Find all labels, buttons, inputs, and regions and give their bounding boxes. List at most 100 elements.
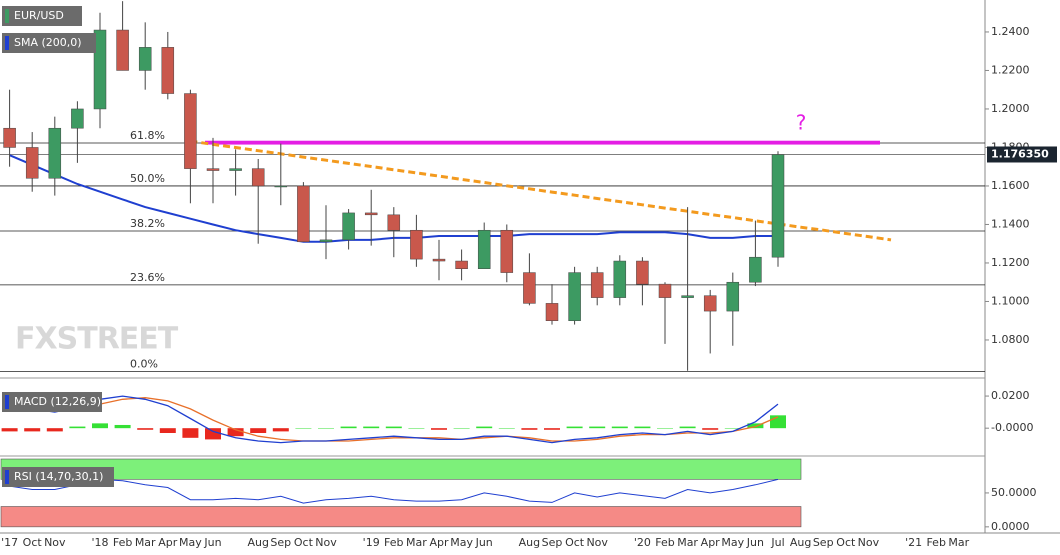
candle-body xyxy=(613,260,627,298)
candle-body xyxy=(636,260,649,285)
rsi-line xyxy=(9,478,779,504)
x-tick-label: '20 xyxy=(634,536,651,549)
current-price-tag xyxy=(987,146,1057,163)
x-tick-label: Mar xyxy=(135,536,156,549)
x-tick-label: Apr xyxy=(158,536,178,549)
macd-label: MACD (12,26,9) xyxy=(14,395,101,408)
x-tick-label: Oct xyxy=(836,536,856,549)
macd-histogram-bar xyxy=(385,426,402,429)
legend-swatch xyxy=(5,395,9,409)
macd-histogram-bar xyxy=(137,428,154,430)
macd-line xyxy=(9,395,779,444)
y-tick-label: 1.2200 xyxy=(991,63,1030,76)
macd-histogram-bar xyxy=(589,426,606,429)
macd-histogram-bar xyxy=(498,428,515,429)
x-tick-label: Jun xyxy=(475,536,493,549)
y-tick-label: 1.1600 xyxy=(991,179,1030,192)
candle-body xyxy=(477,229,491,269)
sma-label: SMA (200,0) xyxy=(14,36,82,49)
candle-body xyxy=(93,29,107,110)
legend-swatch xyxy=(5,36,9,50)
x-tick-label: '21 xyxy=(905,536,922,549)
macd-histogram-bar xyxy=(702,428,719,430)
macd-histogram-bar xyxy=(114,424,131,429)
macd-histogram-bar xyxy=(295,428,312,429)
candle-body xyxy=(48,127,62,179)
macd-histogram-bar xyxy=(521,428,538,430)
macd-histogram-bar xyxy=(24,428,41,432)
fib-label: 38.2% xyxy=(130,217,165,230)
x-tick-label: Aug xyxy=(790,536,811,549)
candle-body xyxy=(590,272,604,298)
candle-body xyxy=(3,127,16,148)
macd-histogram-bar xyxy=(566,426,583,429)
x-tick-label: Feb xyxy=(113,536,132,549)
x-tick-label: Sep xyxy=(813,536,834,549)
candle-body xyxy=(116,29,129,71)
x-tick-label: Oct xyxy=(294,536,314,549)
current-price-label: 1.176350 xyxy=(991,147,1049,160)
candle-body xyxy=(161,47,175,94)
candle-body xyxy=(500,229,514,273)
macd-histogram-bar xyxy=(69,426,86,429)
legend-badge xyxy=(2,33,96,53)
annotation: ? xyxy=(796,111,807,135)
macd-histogram-bar xyxy=(1,428,18,432)
macd-histogram-bar xyxy=(363,426,380,429)
y-tick-label: 0.0200 xyxy=(991,389,1030,402)
candle-body xyxy=(432,258,446,262)
x-tick-label: Apr xyxy=(429,536,449,549)
macd-histogram-bar xyxy=(92,423,108,429)
candle-body xyxy=(274,185,288,188)
legend-badge xyxy=(2,467,114,487)
macd-histogram-bar xyxy=(340,426,357,429)
x-tick-label: Jun xyxy=(203,536,221,549)
macd-histogram-bar xyxy=(250,428,267,433)
x-tick-label: Mar xyxy=(948,536,969,549)
macd-histogram-bar xyxy=(657,428,673,429)
macd-histogram-bar xyxy=(272,428,289,432)
candle-body xyxy=(184,93,197,169)
candle-body xyxy=(749,256,762,283)
candle-body xyxy=(319,239,333,243)
y-tick-label: 1.2400 xyxy=(991,25,1030,38)
x-tick-label: Sep xyxy=(270,536,291,549)
y-tick-label: 1.0800 xyxy=(991,333,1030,346)
y-tick-label: 0.0000 xyxy=(991,520,1030,533)
macd-histogram-bar xyxy=(724,428,741,429)
candle-body xyxy=(681,295,694,298)
macd-histogram-bar xyxy=(408,428,425,429)
candle-body xyxy=(297,185,310,243)
macd-histogram-bar xyxy=(227,428,244,437)
x-tick-label: May xyxy=(721,536,744,549)
y-tick-label: -0.0000 xyxy=(991,421,1033,434)
macd-histogram-bar xyxy=(747,423,764,429)
watermark: FXSTREET xyxy=(15,322,179,357)
macd-histogram-bar xyxy=(679,426,696,429)
x-tick-label: Apr xyxy=(701,536,721,549)
rsi-label: RSI (14,70,30,1) xyxy=(14,470,103,483)
rsi-band xyxy=(0,458,802,480)
x-tick-label: Jun xyxy=(746,536,764,549)
candle-body xyxy=(342,212,355,241)
candle-body xyxy=(364,212,378,216)
x-tick-label: Mar xyxy=(677,536,698,549)
legend-badge xyxy=(2,6,82,26)
x-tick-label: Nov xyxy=(586,536,608,549)
macd-histogram-bar xyxy=(318,428,334,429)
x-tick-label: Oct xyxy=(23,536,43,549)
x-tick-label: '18 xyxy=(91,536,108,549)
rsi-band xyxy=(0,506,802,528)
x-tick-label: Nov xyxy=(315,536,337,549)
x-tick-label: Nov xyxy=(858,536,880,549)
x-tick-label: Feb xyxy=(384,536,403,549)
macd-histogram-bar xyxy=(476,426,493,429)
candle-body xyxy=(658,283,672,298)
candle-body xyxy=(25,147,39,179)
macd-histogram-bar xyxy=(182,428,199,438)
candle-body xyxy=(229,168,242,171)
candle-body xyxy=(410,229,423,260)
y-tick-label: 1.1000 xyxy=(991,294,1030,307)
x-tick-label: Jul xyxy=(770,536,784,549)
